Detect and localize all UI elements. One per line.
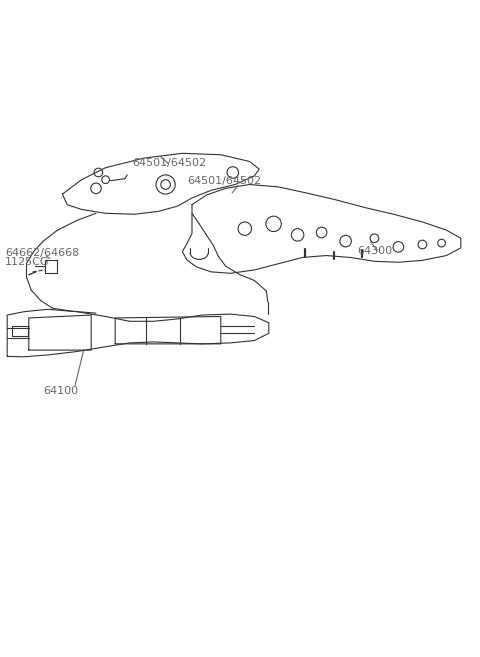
Text: 64662/64668: 64662/64668	[5, 248, 79, 258]
Text: 64100: 64100	[43, 386, 78, 396]
Text: 64501/64502: 64501/64502	[132, 158, 206, 168]
Text: 1125CG: 1125CG	[5, 258, 49, 267]
Text: 64501/64502: 64501/64502	[187, 175, 261, 186]
Text: 64300: 64300	[358, 246, 393, 256]
